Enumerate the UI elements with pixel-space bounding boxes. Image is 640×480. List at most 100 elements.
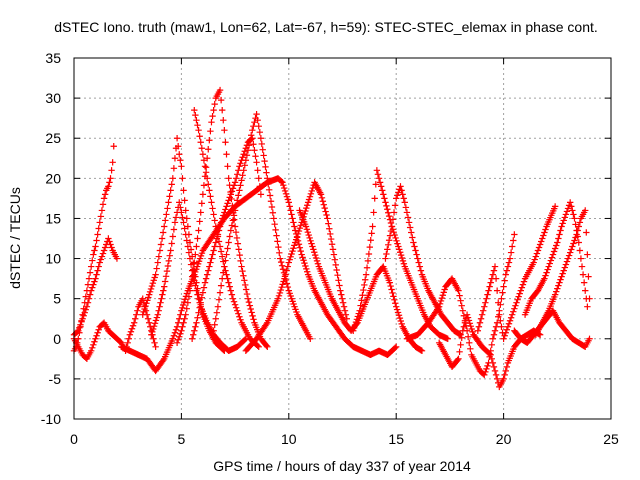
data-point [556, 279, 563, 286]
data-point [286, 256, 293, 263]
data-point [304, 202, 311, 209]
data-point [492, 323, 500, 330]
data-point [237, 182, 244, 189]
data-point [350, 327, 357, 334]
data-point [515, 293, 522, 300]
data-point [173, 323, 181, 330]
data-point [325, 220, 332, 227]
data-point [488, 341, 495, 348]
data-point [398, 320, 405, 328]
data-point [100, 247, 108, 254]
data-point [301, 259, 308, 267]
point-series [296, 207, 426, 355]
data-point [215, 238, 223, 245]
data-point [222, 206, 229, 213]
data-point [151, 320, 159, 327]
data-point [223, 251, 230, 258]
data-point [93, 237, 100, 244]
data-point [283, 280, 291, 287]
data-point [192, 251, 199, 258]
data-point [207, 259, 214, 266]
data-point [507, 314, 515, 321]
data-point [372, 181, 379, 188]
data-point [555, 235, 562, 242]
data-point [455, 287, 462, 294]
data-point [203, 175, 211, 182]
data-point [296, 224, 304, 232]
data-point [182, 311, 189, 318]
data-point [291, 242, 298, 249]
data-point [393, 195, 400, 202]
data-point [243, 142, 251, 149]
data-point [513, 299, 520, 306]
data-point [209, 112, 216, 120]
data-point [210, 211, 217, 218]
data-point [559, 270, 566, 277]
data-point [250, 122, 257, 130]
data-point [95, 225, 102, 232]
data-point [541, 229, 548, 236]
data-point [466, 320, 474, 327]
data-point [479, 307, 487, 314]
data-point [191, 327, 198, 334]
data-point [224, 163, 231, 170]
data-point [394, 192, 401, 199]
data-point [370, 209, 377, 216]
data-point [232, 175, 240, 182]
data-point [282, 271, 289, 278]
data-point [303, 265, 310, 273]
data-point [390, 293, 397, 300]
data-point [586, 335, 593, 342]
data-point [191, 277, 198, 284]
data-point [578, 263, 586, 270]
data-point [302, 223, 310, 230]
data-point [208, 255, 215, 262]
data-point [150, 277, 157, 284]
data-point [177, 330, 184, 337]
data-point [125, 335, 132, 342]
data-point [265, 180, 272, 188]
data-point [337, 287, 344, 294]
data-point [506, 317, 514, 324]
data-point [555, 282, 562, 289]
data-point [489, 335, 497, 342]
data-point [392, 344, 399, 351]
data-point [181, 296, 189, 303]
data-point [144, 315, 152, 322]
data-point [310, 246, 317, 253]
data-point [476, 319, 484, 326]
data-point [242, 145, 250, 152]
data-point [508, 311, 516, 318]
data-point [277, 258, 285, 266]
data-point [278, 178, 285, 185]
data-point [164, 205, 171, 212]
data-point [176, 151, 183, 158]
data-point [209, 251, 216, 258]
data-point [297, 247, 304, 255]
data-point [235, 167, 242, 174]
data-point [304, 228, 312, 236]
data-point [308, 240, 315, 247]
data-point [396, 249, 404, 256]
data-point [550, 248, 558, 255]
data-point [576, 219, 584, 226]
data-point [87, 287, 95, 294]
data-point [210, 327, 217, 334]
data-point [146, 288, 154, 295]
data-point [586, 295, 593, 302]
point-series [474, 203, 559, 342]
data-point [409, 234, 416, 241]
data-point [222, 139, 229, 146]
data-point [178, 163, 185, 170]
data-point [389, 216, 397, 223]
data-point [195, 309, 202, 316]
data-point [511, 305, 518, 312]
data-point [211, 217, 218, 224]
y-tick-labels: -10 -5 0 5 10 15 20 25 30 35 [41, 50, 61, 427]
data-point [170, 332, 178, 339]
data-point [220, 212, 227, 219]
data-point [398, 254, 406, 262]
data-point [226, 233, 233, 240]
data-point [373, 167, 381, 174]
data-point [571, 237, 578, 244]
